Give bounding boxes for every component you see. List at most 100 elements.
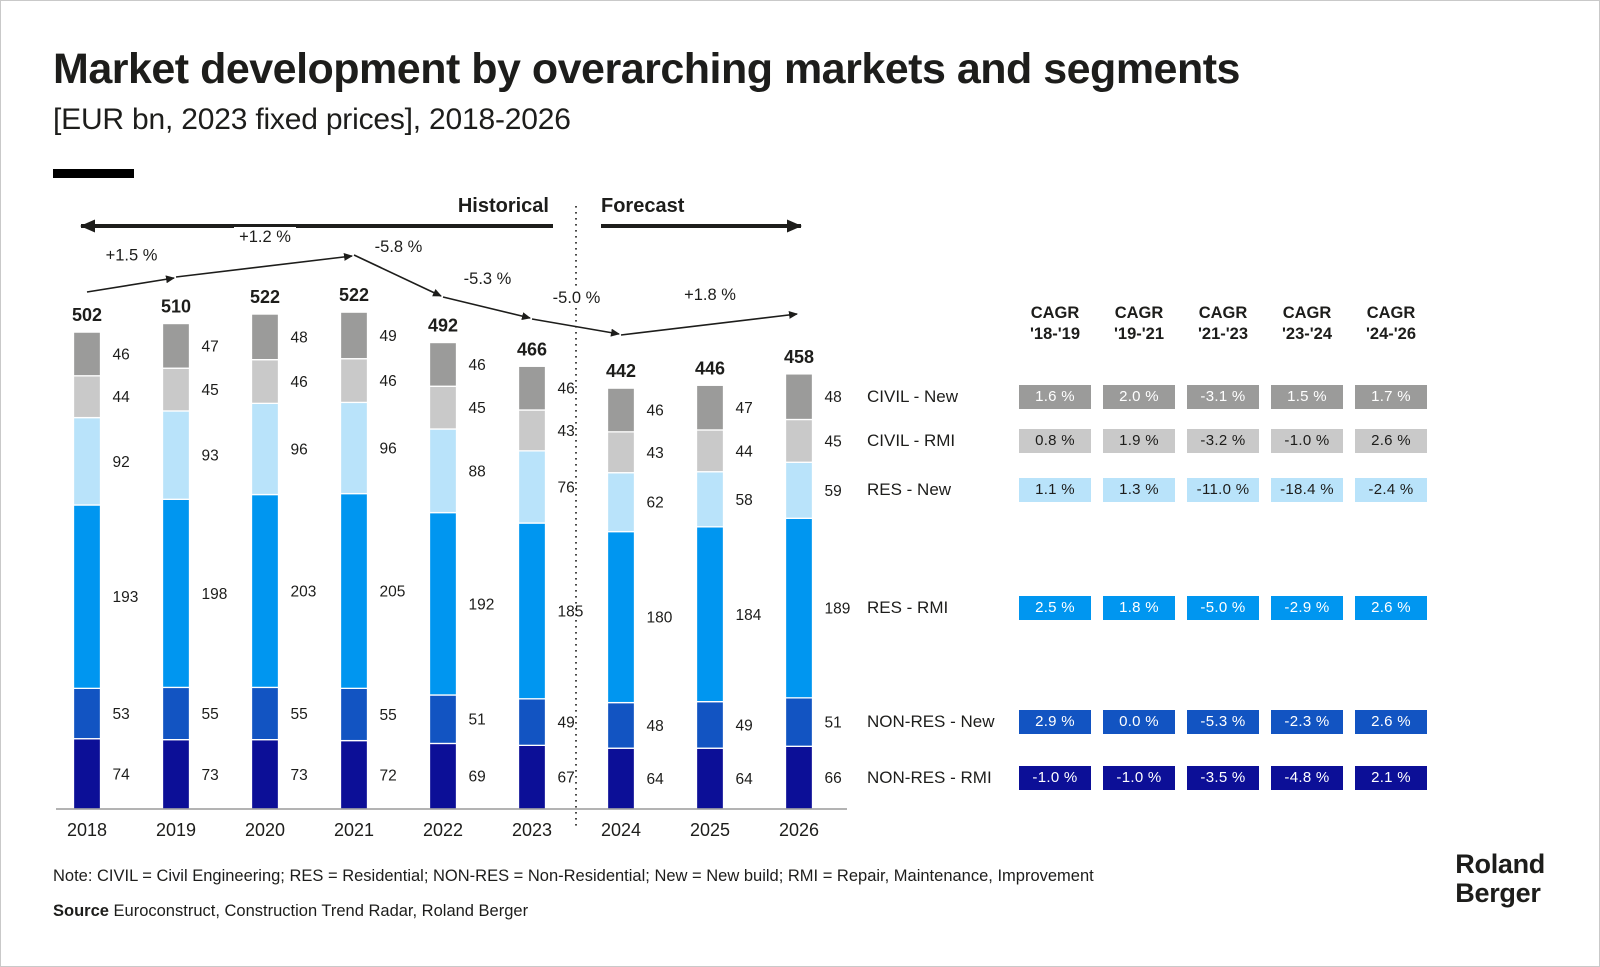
bar-segment-2020-res-new xyxy=(250,402,280,496)
bar-segment-2026-civil-new xyxy=(784,373,814,421)
footnote: Note: CIVIL = Civil Engineering; RES = R… xyxy=(53,867,1094,885)
forecast-label: Forecast xyxy=(601,195,685,217)
value-label-2021-res-new: 96 xyxy=(380,441,397,458)
source-line: Source Euroconstruct, Construction Trend… xyxy=(53,902,528,921)
source-label: Source xyxy=(53,902,109,920)
total-label-2024: 442 xyxy=(606,361,636,381)
value-label-2019-civil-rmi: 45 xyxy=(202,382,219,399)
bar-segment-2022-civil-new xyxy=(428,341,458,387)
growth-arrow-2023-2024 xyxy=(531,318,620,337)
value-label-2024-non-res-rmi: 64 xyxy=(647,771,665,788)
bar-segment-2020-non-res-new xyxy=(250,686,280,741)
bar-segment-2022-civil-rmi xyxy=(428,385,458,430)
growth-label-2: -5.8 % xyxy=(375,238,423,256)
value-label-2018-res-rmi: 193 xyxy=(113,589,139,606)
value-label-2018-non-res-rmi: 74 xyxy=(113,766,131,783)
bar-segment-2018-res-rmi xyxy=(72,504,102,690)
year-label-2021: 2021 xyxy=(334,820,374,840)
bar-segment-2021-res-new xyxy=(339,401,369,495)
bar-segment-2019-civil-new xyxy=(161,322,191,369)
bar-segment-2023-civil-rmi xyxy=(517,409,547,452)
growth-label-bg-1 xyxy=(234,227,296,247)
bar-segment-2018-civil-rmi xyxy=(72,375,102,419)
value-label-2022-non-res-new: 51 xyxy=(469,712,486,729)
value-label-2019-civil-new: 47 xyxy=(202,338,219,355)
bar-segment-2023-non-res-new xyxy=(517,698,547,746)
bar-segment-2025-civil-rmi xyxy=(695,429,725,473)
growth-label-3: -5.3 % xyxy=(464,270,512,288)
value-label-2020-res-rmi: 203 xyxy=(291,583,317,600)
year-label-2018: 2018 xyxy=(67,820,107,840)
value-label-2019-non-res-new: 55 xyxy=(202,706,219,723)
bar-segment-2025-res-new xyxy=(695,471,725,528)
logo-line-2: Berger xyxy=(1455,878,1541,908)
value-label-2024-civil-new: 46 xyxy=(647,403,664,420)
value-label-2018-res-new: 92 xyxy=(113,454,130,471)
value-label-2020-non-res-new: 55 xyxy=(291,706,308,723)
total-label-2021: 522 xyxy=(339,285,369,305)
value-label-2020-civil-new: 48 xyxy=(291,329,308,346)
year-label-2026: 2026 xyxy=(779,820,819,840)
growth-label-bg-2 xyxy=(367,237,430,257)
growth-arrow-2019-2021 xyxy=(175,252,353,278)
bar-segment-2019-civil-rmi xyxy=(161,367,191,412)
total-label-2018: 502 xyxy=(72,305,102,325)
value-label-2025-non-res-new: 49 xyxy=(736,717,753,734)
growth-label-bg-4 xyxy=(545,288,608,308)
value-label-2023-res-new: 76 xyxy=(558,479,575,496)
bar-segment-2022-res-new xyxy=(428,428,458,514)
total-label-2019: 510 xyxy=(161,297,191,317)
value-label-2022-res-new: 88 xyxy=(469,463,486,480)
value-label-2025-civil-new: 47 xyxy=(736,400,753,417)
year-label-2025: 2025 xyxy=(690,820,730,840)
growth-label-1: +1.2 % xyxy=(239,228,291,246)
bar-segment-2021-non-res-new xyxy=(339,687,369,742)
growth-arrow-2022-2023 xyxy=(442,296,531,321)
value-label-2021-civil-rmi: 46 xyxy=(380,373,397,390)
value-label-2022-res-rmi: 192 xyxy=(469,596,495,613)
value-label-2022-non-res-rmi: 69 xyxy=(469,769,486,786)
source-text: Euroconstruct, Construction Trend Radar,… xyxy=(113,902,529,920)
bar-segment-2025-non-res-new xyxy=(695,701,725,749)
value-label-2023-non-res-new: 49 xyxy=(558,715,575,732)
total-label-2025: 446 xyxy=(695,358,725,378)
bar-segment-2022-res-rmi xyxy=(428,511,458,696)
value-label-2024-civil-rmi: 43 xyxy=(647,445,664,462)
bar-segment-2018-non-res-rmi xyxy=(72,738,102,810)
value-label-2021-non-res-new: 55 xyxy=(380,707,397,724)
bar-segment-2020-civil-new xyxy=(250,313,280,361)
value-label-2026-res-new: 59 xyxy=(825,483,842,500)
bar-segment-2019-res-rmi xyxy=(161,498,191,689)
year-label-2020: 2020 xyxy=(245,820,285,840)
page-subtitle: [EUR bn, 2023 fixed prices], 2018-2026 xyxy=(53,103,571,136)
bar-segment-2022-non-res-rmi xyxy=(428,742,458,810)
bar-segment-2024-res-new xyxy=(606,472,636,533)
value-label-2024-res-new: 62 xyxy=(647,495,664,512)
historical-label: Historical xyxy=(458,195,549,217)
value-label-2024-res-rmi: 180 xyxy=(647,610,673,627)
bar-segment-2022-non-res-new xyxy=(428,694,458,745)
bar-segment-2018-res-new xyxy=(72,416,102,506)
value-label-2025-res-new: 58 xyxy=(736,492,753,509)
bar-segment-2021-civil-new xyxy=(339,311,369,360)
value-label-2018-civil-rmi: 44 xyxy=(113,389,131,406)
value-label-2026-civil-rmi: 45 xyxy=(825,433,842,450)
value-label-2025-civil-rmi: 44 xyxy=(736,443,754,460)
value-label-2020-non-res-rmi: 73 xyxy=(291,767,308,784)
bar-segment-2020-civil-rmi xyxy=(250,358,280,404)
bar-segment-2025-civil-new xyxy=(695,384,725,431)
value-label-2023-civil-rmi: 43 xyxy=(558,423,575,440)
value-label-2026-non-res-rmi: 66 xyxy=(825,770,842,787)
bar-segment-2024-civil-new xyxy=(606,387,636,433)
value-label-2026-res-rmi: 189 xyxy=(825,601,851,618)
bar-segment-2021-civil-rmi xyxy=(339,358,369,404)
roland-berger-logo: Roland Berger xyxy=(1455,850,1545,908)
growth-label-4: -5.0 % xyxy=(553,289,601,307)
value-label-2022-civil-new: 46 xyxy=(469,357,486,374)
value-label-2022-civil-rmi: 45 xyxy=(469,400,486,417)
value-label-2025-non-res-rmi: 64 xyxy=(736,771,754,788)
bar-segment-2019-non-res-rmi xyxy=(161,739,191,810)
growth-label-0: +1.5 % xyxy=(106,247,158,265)
title-accent-bar xyxy=(53,169,134,178)
